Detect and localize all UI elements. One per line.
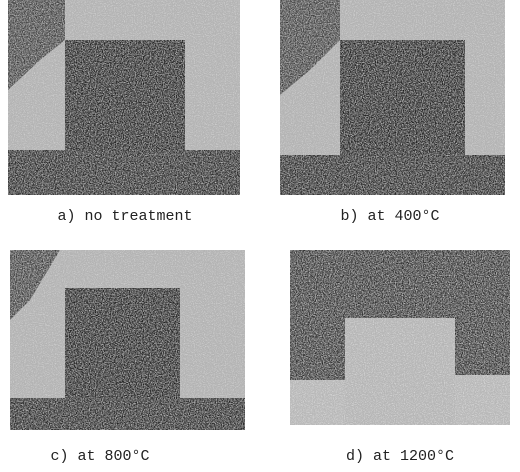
caption: a) no treatment (57, 208, 192, 225)
micrograph-a (8, 0, 240, 195)
micrograph-d (290, 250, 510, 425)
caption: b) at 400°C (340, 208, 439, 225)
micrograph-c (10, 250, 245, 430)
figure: a) no treatment b) at 400°C c) at 800°C … (0, 0, 520, 472)
micrograph-b (280, 0, 505, 195)
page: {"figure": {"panels": [ {"caption": "a) … (0, 0, 520, 472)
caption: d) at 1200°C (346, 448, 454, 465)
caption: c) at 800°C (50, 448, 149, 465)
